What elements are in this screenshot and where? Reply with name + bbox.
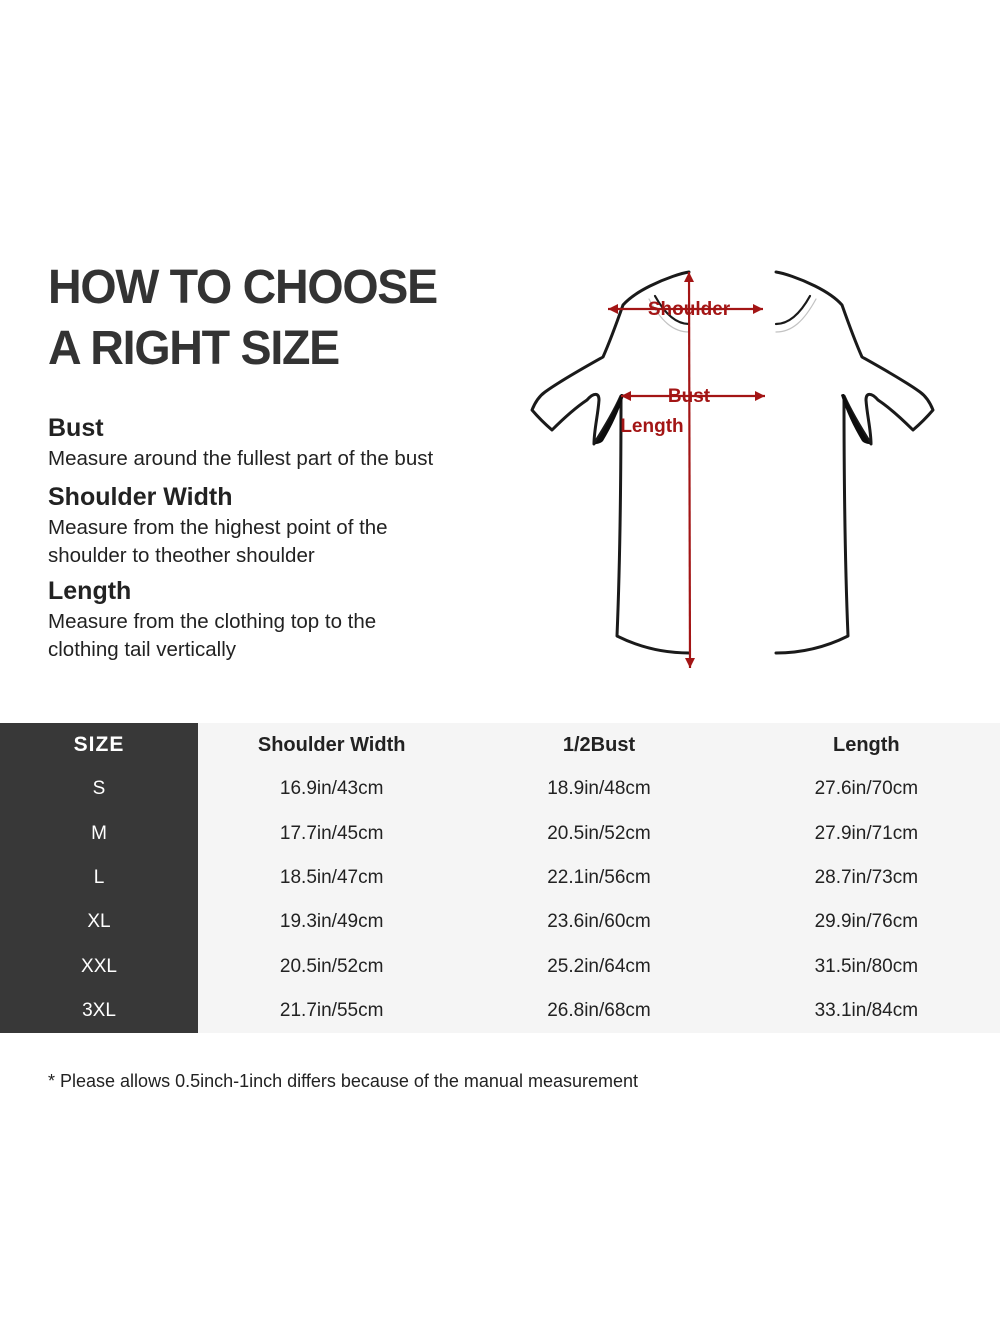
svg-text:Length: Length [620, 416, 683, 437]
